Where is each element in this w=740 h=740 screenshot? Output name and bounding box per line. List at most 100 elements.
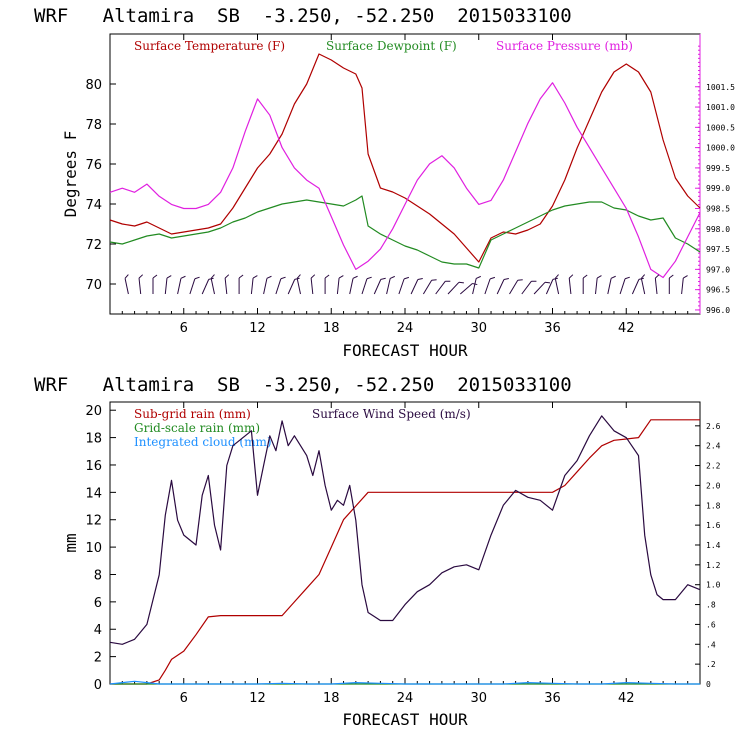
- top-y-axis: 70 72 74 76 78 80: [85, 78, 116, 293]
- wind-barb-flag: [152, 274, 158, 279]
- wind-barb: [533, 281, 551, 295]
- wind-barb-staff: [287, 279, 296, 295]
- top-y-tick-label: 70: [85, 278, 102, 293]
- bottom-y-tick-label: 20: [85, 404, 102, 419]
- bottom-x-axis-label: FORECAST HOUR: [342, 710, 468, 729]
- bottom-y2-tick-label: 1.8: [706, 501, 721, 510]
- bottom-y-tick-label: 6: [94, 596, 102, 611]
- wind-barb-flag: [544, 281, 551, 284]
- wind-barb-flag: [252, 275, 258, 279]
- series-line-surface-wind-speed-m-s: [109, 415, 701, 645]
- bottom-x-tick-label: 30: [470, 691, 487, 706]
- bottom-y2-tick-label: 2.4: [706, 442, 721, 451]
- wind-barb-flag: [266, 275, 272, 279]
- wind-barb-flag: [180, 275, 186, 279]
- wind-barb-flag: [352, 275, 358, 279]
- wind-barb-staff: [275, 278, 282, 295]
- top-y2-tick-label: 998.5: [706, 204, 730, 213]
- wind-barb: [310, 274, 316, 295]
- top-y2-tick-label: 997.0: [706, 265, 730, 274]
- bottom-chart-title: WRF Altamira SB -3.250, -52.250 20150331…: [34, 374, 572, 396]
- bottom-y2-tick-label: 2.0: [706, 481, 721, 490]
- top-y-tick-label: 78: [85, 118, 102, 133]
- wind-barb-staff: [189, 278, 196, 295]
- wind-barb-staff: [619, 278, 626, 295]
- top-y-axis-label: Degrees F: [61, 131, 80, 218]
- bottom-y-tick-label: 12: [85, 514, 102, 529]
- wind-barb: [410, 277, 423, 295]
- wind-barb-flag: [683, 275, 688, 279]
- wind-barb-flag: [640, 274, 646, 279]
- wind-barb-staff: [373, 279, 382, 295]
- wind-barb-flag: [568, 274, 574, 279]
- bottom-y2-tick-label: 1.2: [706, 561, 721, 570]
- top-x-axis: 6 12 18 24 30 36 42: [121, 34, 689, 336]
- bottom-x-tick-label: 42: [618, 691, 635, 706]
- wind-barb: [164, 275, 172, 295]
- wind-barb-flag: [166, 275, 172, 279]
- wind-barb: [447, 281, 464, 295]
- bottom-y-tick-label: 2: [94, 651, 102, 666]
- legend-surface-dewpoint: Surface Dewpoint (F): [326, 39, 457, 53]
- wind-barb: [681, 275, 688, 295]
- wind-barb-flag: [610, 275, 616, 279]
- wind-barb: [582, 274, 588, 294]
- wind-barb: [668, 274, 674, 294]
- series-line-surface-temperature-f: [109, 53, 701, 263]
- wind-barb: [324, 274, 330, 294]
- wind-barb-staff: [521, 280, 532, 295]
- wind-barb: [189, 276, 200, 295]
- bottom-y2-tick-label: 1.0: [706, 581, 721, 590]
- wind-barb-flag: [458, 281, 464, 284]
- wind-barb-flag: [124, 274, 129, 279]
- top-y2-tick-label: 996.0: [706, 306, 730, 315]
- bottom-y-tick-label: 16: [85, 459, 102, 474]
- wind-barb-staff: [422, 280, 433, 295]
- wind-barb-staff: [349, 278, 354, 295]
- wind-barb-staff: [533, 281, 546, 295]
- wind-barb-staff: [124, 278, 129, 295]
- top-y2-tick-label: 999.5: [706, 164, 730, 173]
- wind-barb: [138, 274, 144, 295]
- wind-barb-flag: [194, 276, 200, 280]
- wind-barb-flag: [445, 280, 451, 282]
- wind-barb-flag: [517, 279, 523, 281]
- temperature-chart: WRF Altamira SB -3.250, -52.250 20150331…: [34, 5, 735, 360]
- wind-barb-staff: [201, 279, 210, 295]
- wind-barb-staff: [496, 279, 505, 295]
- top-y2-tick-label: 997.5: [706, 245, 730, 254]
- top-x-tick-label: 18: [323, 321, 340, 336]
- bottom-y2-tick-label: .6: [706, 620, 716, 629]
- wind-barb-flag: [489, 276, 496, 280]
- bottom-y-tick-label: 14: [85, 486, 102, 501]
- bottom-y-axis: 0 2 4 6 8 10 12 14 16 18 20: [85, 404, 116, 693]
- bottom-y2-tick-label: 2.2: [706, 462, 721, 471]
- top-right-pressure-axis: 996.0 996.5 997.0 997.5 998.0 998.5 999.0 999.5…: [695, 34, 735, 315]
- wind-barb-staff: [545, 279, 554, 295]
- series-line-surface-pressure-mb: [109, 82, 701, 279]
- wind-barb-staff: [336, 278, 340, 295]
- wind-barb-staff: [472, 278, 477, 295]
- wind-barb: [484, 276, 496, 295]
- wind-barb-staff: [484, 278, 491, 295]
- wind-barb: [496, 277, 509, 295]
- legend-subgrid-rain: Sub-grid rain (mm): [134, 407, 251, 421]
- wind-barb-flag: [554, 274, 559, 279]
- wind-barbs: [124, 274, 688, 295]
- precipitation-chart: WRF Altamira SB -3.250, -52.250 20150331…: [34, 374, 721, 729]
- bottom-legend: Sub-grid rain (mm) Grid-scale rain (mm) …: [134, 407, 471, 449]
- top-y2-tick-label: 1000.0: [706, 144, 735, 153]
- wind-barb-flag: [531, 280, 537, 282]
- wind-barb-flag: [310, 274, 316, 279]
- top-x-axis-label: FORECAST HOUR: [342, 341, 468, 360]
- bottom-y2-tick-label: .8: [706, 601, 716, 610]
- bottom-y2-tick-label: 1.6: [706, 521, 721, 530]
- wind-barb: [545, 277, 558, 295]
- wind-barb: [296, 274, 301, 295]
- bottom-series-group: [109, 415, 701, 685]
- wind-barb-flag: [238, 274, 244, 279]
- top-series-group: [109, 53, 701, 279]
- top-y-tick-label: 80: [85, 78, 102, 93]
- wind-barb-flag: [403, 276, 410, 280]
